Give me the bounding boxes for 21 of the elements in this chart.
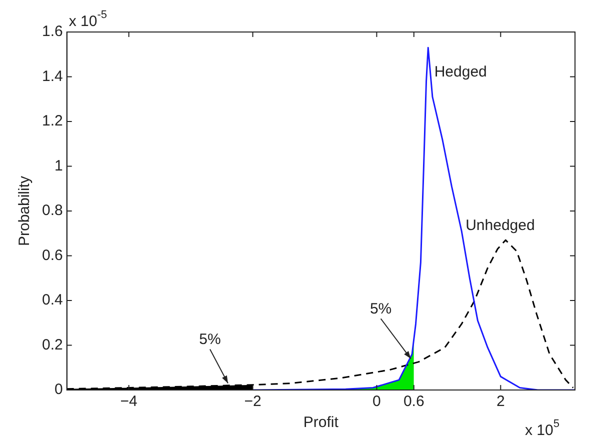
annotation: 5% [199, 330, 221, 348]
annotation: 5% [370, 300, 392, 318]
y-tick-label: 1.4 [42, 68, 63, 85]
y-tick-label: 0.6 [42, 246, 63, 264]
x-tick-label: 0.6 [403, 393, 424, 410]
annotation: Unhedged [466, 217, 535, 234]
x-tick-label: −4 [120, 393, 138, 410]
y-tick-label: 1.6 [42, 23, 63, 40]
y-axis-title: Probability [16, 175, 34, 246]
line-series [66, 239, 574, 390]
y-tick-label: 1 [54, 157, 63, 174]
x-tick-label: 0 [372, 393, 381, 410]
x-tick-label: 2 [496, 393, 505, 410]
y-tick-label: 0.8 [42, 202, 63, 220]
x-axis-title: Profit [303, 414, 340, 432]
x-tick-label: −2 [244, 393, 262, 410]
y-tick-label: 0 [54, 381, 63, 398]
y-tick-label: 0.2 [42, 336, 63, 354]
y-tick-label: 0.4 [42, 292, 63, 309]
y-tick-label: 1.2 [42, 112, 63, 130]
annotation: Hedged [434, 63, 487, 80]
